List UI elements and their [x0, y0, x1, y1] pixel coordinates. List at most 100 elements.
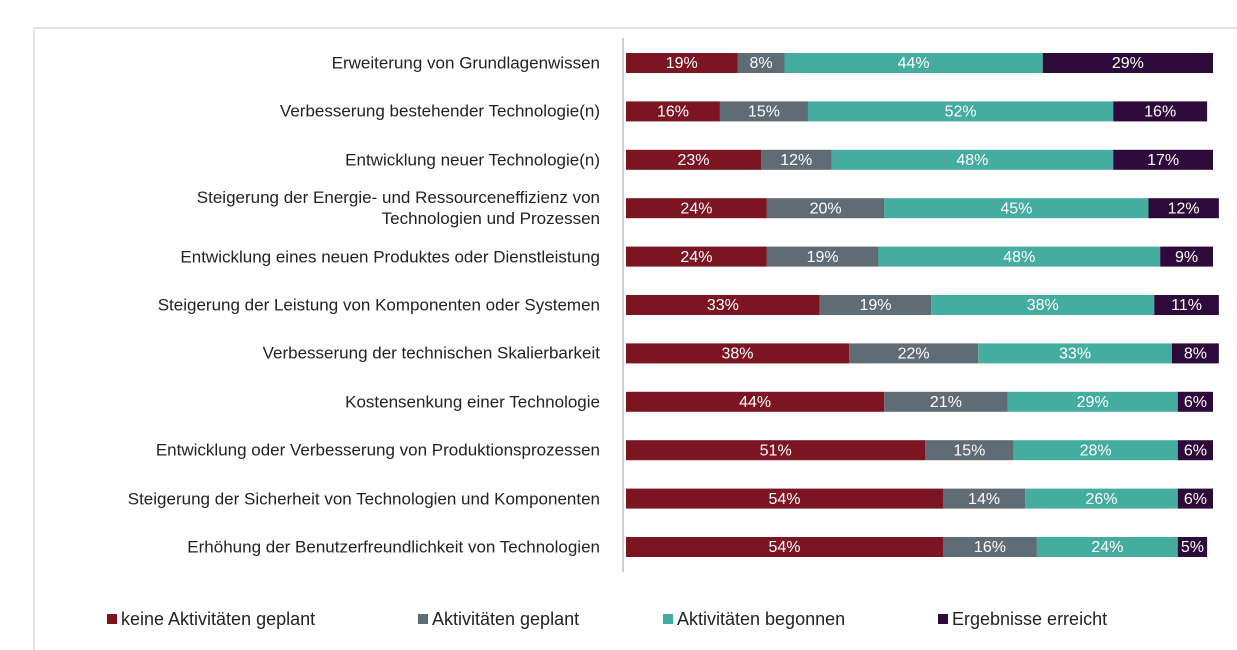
bar-segment [766, 246, 879, 267]
value-label: 52% [945, 104, 977, 121]
bar-segment [626, 295, 820, 315]
bar-segment [819, 295, 932, 315]
bar-segment [1148, 198, 1219, 219]
bar-segment [807, 101, 1114, 122]
frame [33, 27, 1237, 650]
bar-segment [766, 198, 885, 219]
value-label: 54% [768, 539, 800, 556]
bar-segment [719, 101, 808, 122]
category-label: Steigerung der Leistung von Komponenten … [157, 295, 600, 315]
value-label: 6% [1184, 491, 1207, 508]
bar-segment [1177, 537, 1208, 557]
value-label: 16% [1144, 104, 1176, 121]
value-label: 45% [1000, 200, 1032, 217]
value-label: 19% [666, 55, 698, 72]
legend-label: Ergebnisse erreicht [952, 609, 1107, 629]
bar-segment [1042, 53, 1213, 73]
value-label: 16% [974, 539, 1006, 556]
value-label: 19% [859, 297, 891, 314]
legend-swatch [418, 614, 428, 624]
bar-segment [849, 343, 979, 364]
bar-segment [1177, 391, 1213, 412]
value-label: 21% [930, 394, 962, 411]
value-label: 15% [953, 442, 985, 459]
bar-segment [978, 343, 1172, 364]
value-label: 24% [680, 200, 712, 217]
category-label: Verbesserung der technischen Skalierbark… [262, 343, 600, 363]
value-label: 11% [1171, 297, 1202, 314]
value-label: 24% [1091, 539, 1123, 556]
value-label: 44% [898, 55, 930, 72]
value-label: 24% [680, 249, 712, 266]
bar-segment [626, 53, 738, 73]
value-label: 22% [898, 346, 930, 363]
bar-segment [1160, 246, 1213, 267]
bar-segment [1113, 101, 1208, 122]
bar-segment [884, 198, 1149, 219]
category-label: Verbesserung bestehender Technologie(n) [279, 101, 600, 121]
value-label: 33% [1059, 346, 1091, 363]
value-label: 15% [748, 104, 780, 121]
bar-segment [626, 246, 767, 267]
bar-segment [1007, 391, 1178, 412]
bar-segment [942, 488, 1026, 509]
bar-segment [626, 537, 943, 557]
value-label: 14% [968, 491, 1000, 508]
value-label: 8% [749, 55, 772, 72]
bar-segment [626, 343, 850, 364]
bar-segment [626, 391, 885, 412]
legend-label: keine Aktivitäten geplant [121, 609, 315, 629]
value-label: 44% [739, 394, 771, 411]
value-label: 29% [1112, 55, 1144, 72]
category-label: Erhöhung der Benutzerfreundlichkeit von … [187, 537, 600, 557]
bar-segment [761, 149, 832, 170]
bar-segment [784, 53, 1043, 73]
bar-segment [1177, 440, 1213, 461]
bar-segment [925, 440, 1014, 461]
category-label: Erweiterung von Grundlagenwissen [331, 53, 600, 73]
bar-segment [1025, 488, 1178, 509]
value-label: 20% [810, 200, 842, 217]
bar-segment [737, 53, 785, 73]
category-label: Entwicklung neuer Technologie(n) [345, 150, 600, 170]
value-label: 51% [760, 442, 792, 459]
bar-segment [831, 149, 1114, 170]
bar-segment [942, 537, 1037, 557]
value-label: 9% [1175, 249, 1198, 266]
category-label: Steigerung der Sicherheit von Technologi… [127, 489, 600, 509]
legend-swatch [663, 614, 673, 624]
value-label: 48% [1003, 249, 1035, 266]
value-label: 12% [1168, 200, 1200, 217]
bar-segment [626, 101, 720, 122]
category-label: Entwicklung oder Verbesserung von Produk… [155, 440, 600, 460]
bar-segment [1171, 343, 1219, 364]
bar-segment [626, 149, 762, 170]
value-label: 6% [1184, 442, 1207, 459]
value-label: 5% [1181, 539, 1204, 556]
value-label: 38% [722, 346, 754, 363]
value-label: 26% [1085, 491, 1117, 508]
value-label: 38% [1027, 297, 1059, 314]
legend-label: Aktivitäten geplant [432, 609, 579, 629]
legend-swatch [107, 614, 117, 624]
category-label: Kostensenkung einer Technologie [345, 392, 600, 412]
bar-segment [931, 295, 1155, 315]
legend-swatch [938, 614, 948, 624]
value-label: 8% [1184, 346, 1207, 363]
category-label: Steigerung der Energie- und Ressourcenef… [196, 188, 600, 229]
value-label: 16% [657, 104, 689, 121]
bar-segment [1036, 537, 1178, 557]
bar-segment [1177, 488, 1213, 509]
value-label: 28% [1080, 442, 1112, 459]
bar-segment [626, 198, 767, 219]
legend-label: Aktivitäten begonnen [677, 609, 845, 629]
value-label: 6% [1184, 394, 1207, 411]
bar-segment [626, 440, 926, 461]
value-label: 17% [1147, 152, 1179, 169]
value-label: 33% [707, 297, 739, 314]
bar-segment [1113, 149, 1213, 170]
value-label: 48% [956, 152, 988, 169]
category-label: Entwicklung eines neuen Produktes oder D… [180, 247, 600, 267]
bar-segment [626, 488, 943, 509]
